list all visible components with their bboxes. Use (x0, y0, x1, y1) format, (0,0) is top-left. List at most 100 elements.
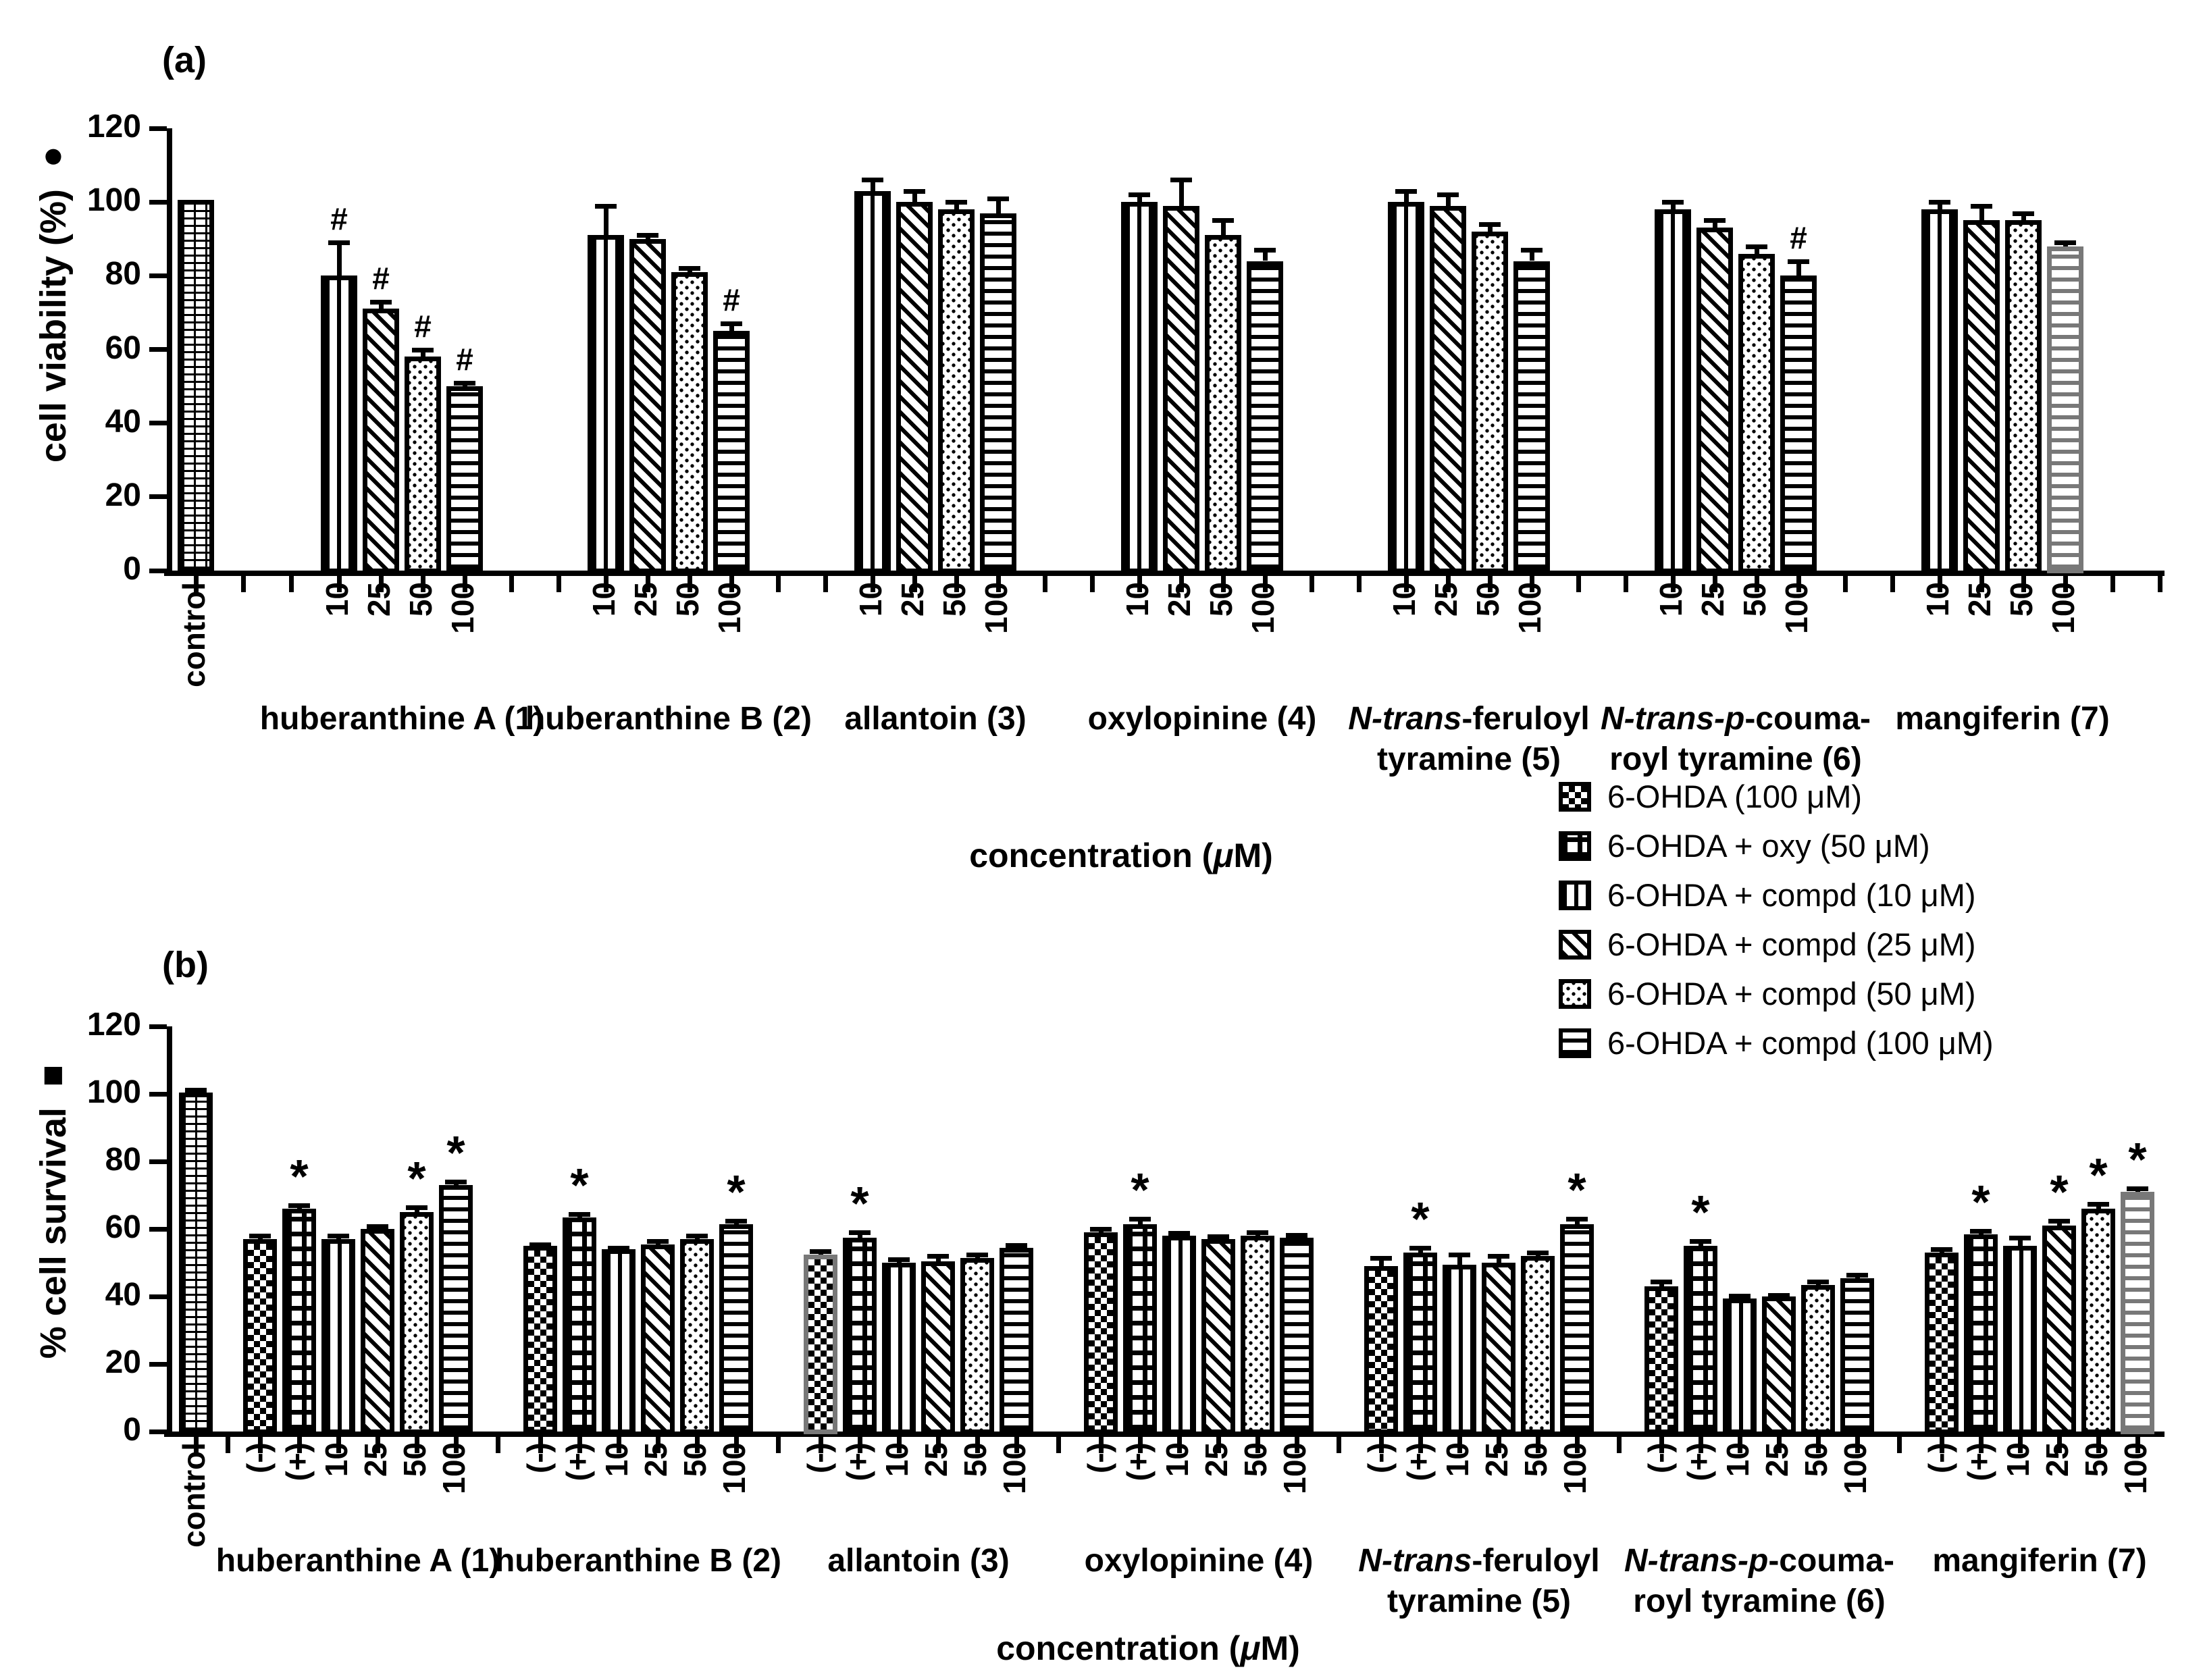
error-bar-cap (2127, 1186, 2148, 1191)
y-tick (149, 199, 167, 205)
group-label: N-trans-p-couma-royl tyramine (6) (1520, 699, 1952, 780)
group-label-line: tyramine (5) (1253, 739, 1685, 780)
x-tick (1487, 576, 1493, 592)
bar-25 (641, 1244, 675, 1434)
group-label: huberanthine B (2) (452, 699, 885, 739)
error-bar-cap (370, 299, 392, 305)
bar-50 (1205, 235, 1241, 573)
x-spacer-tick (226, 1437, 230, 1453)
x-tick-label: 25 (1759, 1442, 1794, 1477)
error-bar-cap (2009, 1235, 2031, 1240)
y-tick-label: 120 (86, 109, 141, 145)
error-bar-cap (1409, 1245, 1431, 1251)
bar-25 (2042, 1226, 2076, 1434)
error-bar-cap (1208, 1234, 1229, 1239)
x-tick-label: 25 (638, 1442, 673, 1477)
x-tick-label: 50 (1238, 1442, 1273, 1477)
error-bar-cap (1846, 1272, 1868, 1278)
legend-swatch-diag (1559, 930, 1591, 960)
x-tick-label: 10 (319, 582, 355, 617)
group-label: allantoin (3) (719, 699, 1151, 739)
x-axis-line (164, 1432, 2165, 1437)
x-tick-label: 25 (628, 582, 663, 617)
x-tick-label: 100 (2118, 1442, 2153, 1494)
error-bar-cap (328, 240, 350, 246)
bar-10 (1443, 1264, 1476, 1434)
group-label-line: N-trans-feruloyl (1263, 1541, 1695, 1581)
x-tick (1294, 1437, 1299, 1453)
group-label-line: N-trans-p-couma- (1520, 699, 1952, 739)
x-tick (1698, 1437, 1703, 1453)
x-tick-label: (-) (1642, 1442, 1677, 1473)
error-bar-stem (1754, 246, 1759, 254)
x-tick (1445, 576, 1451, 592)
error-bar-cap (945, 200, 967, 205)
x-tick (1255, 1437, 1260, 1453)
x-tick (193, 1437, 199, 1453)
error-bar-cap (1006, 1242, 1027, 1248)
error-bar-cap (1662, 200, 1684, 205)
x-tick (453, 1437, 459, 1453)
error-bar-cap (987, 196, 1009, 201)
legend-swatch-dots (1559, 979, 1591, 1009)
error-bar-cap (1527, 1251, 1549, 1255)
italic-text: N-trans (1358, 1543, 1472, 1579)
x-tick-label: 100 (436, 1442, 471, 1494)
error-bar-cap (849, 1230, 871, 1235)
x-tick-label: control (176, 582, 211, 687)
group-label-line: royl tyramine (6) (1543, 1581, 1975, 1622)
y-tick (149, 1429, 167, 1434)
y-tick (149, 273, 167, 278)
y-axis-line (167, 128, 172, 576)
error-bar-cap (721, 321, 742, 327)
group-label: N-trans-p-couma-royl tyramine (6) (1543, 1541, 1975, 1622)
x-tick-label: 50 (1798, 1442, 1834, 1477)
text: huberanthine A (1) (259, 701, 544, 737)
error-bar-stem (420, 349, 425, 357)
error-bar-cap (328, 1234, 349, 1238)
x-tick (1098, 1437, 1104, 1453)
y-tick-label: 80 (105, 1142, 141, 1178)
x-tick (1737, 1437, 1742, 1453)
error-bar-stem (1378, 1257, 1384, 1266)
y-tick-label: 20 (105, 1344, 141, 1380)
x-tick-label: 100 (1245, 582, 1280, 634)
x-tick (616, 1437, 621, 1453)
x-tick-label: 10 (1440, 1442, 1475, 1477)
x-tick (1574, 1437, 1580, 1453)
y-tick-label: 100 (86, 182, 141, 219)
bar-10 (882, 1263, 916, 1434)
error-bar-cap (637, 233, 658, 238)
x-tick-label: 10 (1653, 582, 1688, 617)
x-tick (645, 576, 650, 592)
error-bar-cap (288, 1203, 310, 1208)
error-bar-cap (725, 1218, 747, 1224)
y-axis-label: cell viability (%) ● (33, 138, 74, 463)
x-tick (870, 576, 875, 592)
bar-(+) (563, 1217, 596, 1434)
error-bar-cap (1690, 1238, 1711, 1244)
bar-(-) (243, 1239, 277, 1434)
error-bar-cap (412, 347, 434, 352)
error-bar-cap (1168, 1231, 1190, 1236)
group-label-line: oxylopinine (4) (983, 1541, 1415, 1581)
y-tick (149, 568, 167, 573)
x-tick (1670, 576, 1676, 592)
italic-text: N-trans-p (1600, 701, 1745, 737)
x-tick (1014, 1437, 1019, 1453)
bar-100 (1247, 261, 1283, 573)
x-tick-label: control (176, 1442, 211, 1548)
bar-control (178, 200, 214, 573)
text: concentration ( (969, 837, 1214, 874)
x-tick (1216, 1437, 1221, 1453)
x-tick-label: 50 (2079, 1442, 2114, 1477)
x-tick (1457, 1437, 1462, 1453)
group-label: huberanthine A (1) (142, 1541, 574, 1581)
x-tick-label: 100 (2046, 582, 2081, 634)
x-tick (1978, 1437, 1984, 1453)
error-bar-cap (1768, 1292, 1790, 1298)
bar-10 (1655, 209, 1691, 573)
italic-text: N-trans (1348, 701, 1462, 737)
bar-(-) (1925, 1253, 1959, 1434)
x-spacer-tick (1843, 576, 1848, 592)
